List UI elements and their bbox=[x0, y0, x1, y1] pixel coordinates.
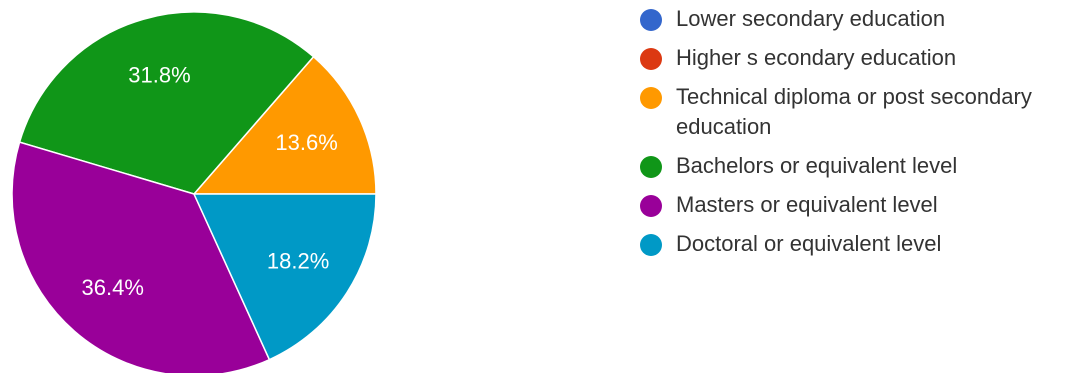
pie-slice-labels: 13.6% 31.8% 36.4% 18.2% bbox=[82, 63, 338, 300]
legend-item[interactable]: Doctoral or equivalent level bbox=[640, 229, 1076, 259]
legend-item[interactable]: Higher s econdary education bbox=[640, 43, 1076, 73]
slice-data-label: 31.8% bbox=[128, 63, 190, 88]
legend-swatch-icon bbox=[640, 48, 662, 70]
legend-label: Masters or equivalent level bbox=[676, 192, 938, 217]
legend-swatch-icon bbox=[640, 234, 662, 256]
slice-data-label: 18.2% bbox=[267, 248, 329, 273]
legend-item[interactable]: Bachelors or equivalent level bbox=[640, 151, 1076, 181]
legend: Lower secondary education Higher s econda… bbox=[640, 4, 1076, 268]
legend-label: Bachelors or equivalent level bbox=[676, 153, 958, 178]
legend-label: Lower secondary education bbox=[676, 6, 946, 31]
legend-item[interactable]: Technical diploma or post secondary educ… bbox=[640, 82, 1076, 142]
legend-swatch-icon bbox=[640, 9, 662, 31]
pie-slice-bachelors-or-equivalent-level[interactable] bbox=[18, 11, 315, 195]
pie-slices bbox=[11, 11, 377, 373]
legend-label: Higher s econdary education bbox=[676, 45, 957, 70]
legend-swatch-icon bbox=[640, 156, 662, 178]
pie-slice-masters-or-equivalent-level[interactable] bbox=[11, 141, 271, 373]
legend-item[interactable]: Masters or equivalent level bbox=[640, 190, 1076, 220]
legend-label: Technical diploma or post secondary educ… bbox=[676, 84, 1032, 139]
legend-swatch-icon bbox=[640, 195, 662, 217]
legend-item[interactable]: Lower secondary education bbox=[640, 4, 1076, 34]
pie-slice-doctoral-or-equivalent-level[interactable] bbox=[192, 193, 377, 361]
pie-slice-technical-diploma-or-post-secondary-education[interactable] bbox=[192, 55, 377, 195]
slice-data-label: 36.4% bbox=[82, 275, 144, 300]
legend-label: Doctoral or equivalent level bbox=[676, 231, 942, 256]
slice-data-label: 13.6% bbox=[275, 130, 337, 155]
legend-swatch-icon bbox=[640, 87, 662, 109]
